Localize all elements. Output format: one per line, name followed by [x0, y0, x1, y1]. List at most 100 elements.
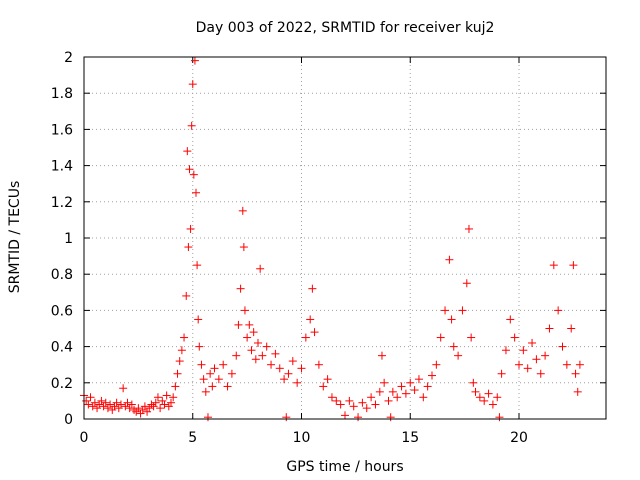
data-point [247, 346, 256, 355]
data-point [414, 375, 423, 384]
data-point [371, 400, 380, 409]
x-tick-label: 5 [188, 430, 197, 446]
data-point [223, 382, 232, 391]
data-point [110, 402, 119, 411]
data-point [106, 400, 115, 409]
data-point [219, 360, 228, 369]
data-point [341, 411, 349, 420]
data-point [206, 369, 215, 378]
data-point [362, 404, 371, 413]
data-point [314, 360, 323, 369]
data-point [282, 413, 291, 422]
data-point [267, 360, 276, 369]
data-point [345, 396, 354, 405]
data-point [541, 351, 550, 360]
data-point [243, 333, 252, 342]
data-point [549, 261, 558, 270]
y-tick-label: 0.4 [51, 340, 73, 356]
data-point [449, 342, 458, 351]
data-point [112, 398, 121, 407]
data-point [116, 400, 125, 409]
data-point [97, 396, 106, 405]
data-point [175, 357, 184, 366]
data-point [193, 261, 202, 270]
data-point [90, 398, 99, 407]
y-tick-label: 0.2 [51, 376, 73, 392]
data-point [86, 393, 95, 402]
data-point [160, 400, 169, 409]
data-point [528, 338, 537, 347]
data-point [536, 369, 545, 378]
data-point [301, 333, 310, 342]
data-point [136, 409, 145, 418]
data-point [194, 315, 203, 324]
data-point [401, 389, 410, 398]
data-point [190, 56, 199, 65]
data-point [323, 375, 332, 384]
data-point [245, 320, 254, 329]
data-point [88, 402, 97, 411]
data-point [354, 413, 363, 422]
y-tick-label: 1.4 [51, 159, 73, 175]
y-tick-label: 1.6 [51, 122, 73, 138]
data-point [138, 405, 147, 414]
data-point [432, 360, 441, 369]
data-point [308, 284, 317, 293]
data-point [173, 369, 182, 378]
data-points [80, 56, 584, 422]
data-point [130, 405, 139, 414]
data-point [158, 396, 167, 405]
data-point [236, 284, 245, 293]
data-point [171, 382, 180, 391]
data-point [428, 371, 436, 380]
data-point [232, 351, 241, 360]
data-point [123, 398, 132, 407]
data-point [134, 404, 143, 413]
data-point [93, 404, 102, 413]
data-point [127, 400, 136, 409]
data-point [238, 206, 247, 215]
data-point [367, 393, 376, 402]
y-tick-label: 0 [64, 412, 73, 428]
y-tick-label: 1 [64, 231, 73, 247]
y-tick-label: 1.2 [51, 195, 73, 211]
data-point [293, 378, 302, 387]
data-point [234, 320, 243, 329]
data-point [156, 404, 165, 413]
data-point [406, 378, 415, 387]
data-point [177, 346, 186, 355]
data-point [143, 407, 152, 416]
data-point [125, 404, 134, 413]
data-point [184, 243, 193, 252]
data-point [199, 375, 208, 384]
data-point [82, 396, 91, 405]
y-tick-label: 0.6 [51, 303, 73, 319]
data-point [462, 279, 471, 288]
data-point [380, 378, 389, 387]
data-point [375, 387, 384, 396]
data-point [358, 398, 367, 407]
data-point [388, 387, 397, 396]
data-point [187, 121, 196, 130]
data-point [515, 360, 523, 369]
data-point [147, 400, 156, 409]
data-point [558, 342, 567, 351]
data-point [151, 398, 160, 407]
chart-title: Day 003 of 2022, SRMTID for receiver kuj… [196, 20, 495, 36]
data-point [410, 386, 419, 395]
data-point [208, 382, 217, 391]
data-point [197, 360, 206, 369]
data-point [562, 360, 571, 369]
data-point [567, 324, 576, 333]
data-point [464, 224, 473, 233]
data-point [519, 346, 528, 355]
data-point [332, 396, 341, 405]
y-tick-label: 1.8 [51, 86, 73, 102]
data-point [445, 255, 454, 264]
data-point [227, 369, 236, 378]
data-point [149, 402, 158, 411]
x-axis-label: GPS time / hours [286, 459, 403, 475]
data-point [458, 306, 467, 315]
data-point [167, 398, 175, 407]
data-point [471, 387, 480, 396]
